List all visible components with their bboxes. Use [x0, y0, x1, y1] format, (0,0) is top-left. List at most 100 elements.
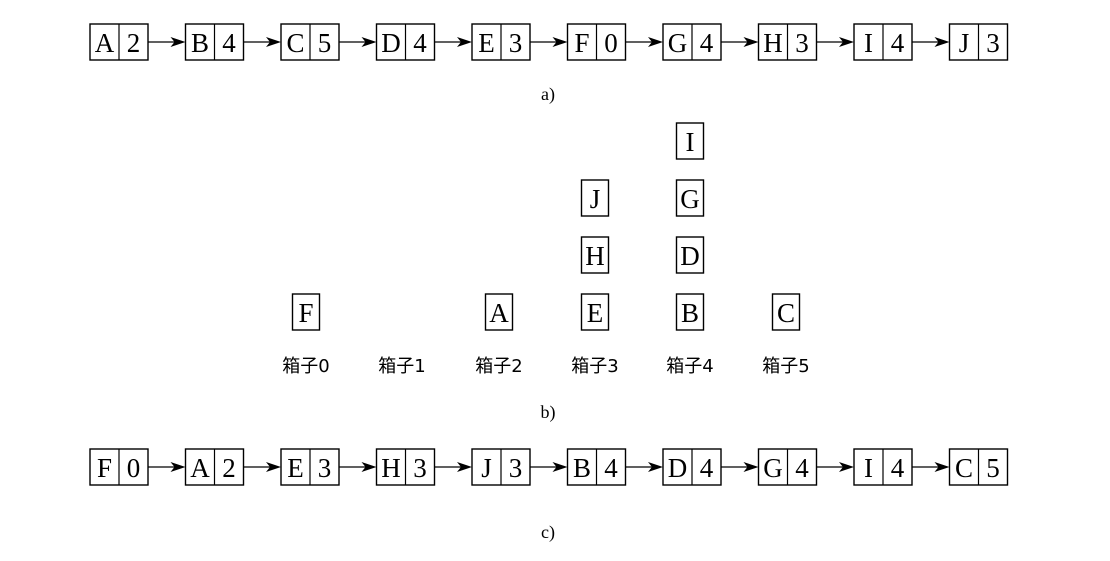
next-arrow [625, 37, 663, 47]
node-key: C [955, 453, 973, 483]
node-value: 3 [318, 453, 332, 483]
bin-item-key: C [777, 298, 795, 328]
node-value: 5 [986, 453, 1000, 483]
node-key: J [481, 453, 492, 483]
next-arrow [912, 37, 950, 47]
node-key: H [381, 453, 401, 483]
node-key: C [286, 28, 304, 58]
bin-item-key: J [590, 184, 601, 214]
bin-label: 箱子0 [282, 356, 329, 377]
next-arrow [912, 462, 950, 472]
node-key: D [668, 453, 688, 483]
bin: EHJ 箱子3 [571, 179, 619, 377]
next-arrow [434, 462, 472, 472]
next-arrow [243, 462, 281, 472]
node-value: 0 [604, 28, 618, 58]
bin-item-key: F [298, 298, 313, 328]
bin-item-key: H [585, 241, 605, 271]
node-key: I [864, 453, 873, 483]
node-value: 3 [413, 453, 427, 483]
next-arrow [625, 462, 663, 472]
node-value: 4 [604, 453, 618, 483]
next-arrow [434, 37, 472, 47]
next-arrow [339, 37, 377, 47]
node-value: 0 [127, 453, 141, 483]
node-key: H [763, 28, 783, 58]
node-value: 4 [222, 28, 236, 58]
node-key: J [959, 28, 970, 58]
bin-item-key: G [680, 184, 700, 214]
next-arrow [339, 462, 377, 472]
node-key: G [668, 28, 688, 58]
bin-item-box [675, 236, 705, 274]
node-key: G [763, 453, 783, 483]
node-value: 3 [795, 28, 809, 58]
next-arrow [530, 462, 568, 472]
bin-label: 箱子2 [475, 356, 522, 377]
bin-item-box [580, 236, 610, 274]
bin-item-key: D [680, 241, 700, 271]
bin-item-box [675, 179, 705, 217]
bin-item-box [675, 293, 705, 331]
node-key: F [574, 28, 589, 58]
node-value: 4 [891, 453, 905, 483]
bin-item-box [771, 293, 801, 331]
node-key: D [381, 28, 401, 58]
bin-item-box [580, 293, 610, 331]
bin: F 箱子0 [282, 293, 330, 377]
next-arrow [816, 37, 854, 47]
node-value: 4 [795, 453, 809, 483]
node-value: 5 [318, 28, 332, 58]
node-key: E [478, 28, 495, 58]
bin: C 箱子5 [762, 293, 810, 377]
node-value: 4 [700, 453, 714, 483]
next-arrow [530, 37, 568, 47]
node-key: B [191, 28, 209, 58]
node-key: I [864, 28, 873, 58]
next-arrow [148, 462, 186, 472]
node-value: 4 [891, 28, 905, 58]
bin: A 箱子2 [475, 293, 523, 377]
bin-item-box [291, 293, 321, 331]
node-key: B [573, 453, 591, 483]
caption-a: a) [541, 84, 555, 105]
bin-item-box [484, 293, 514, 331]
node-value: 2 [127, 28, 141, 58]
node-key: F [97, 453, 112, 483]
node-key: A [190, 453, 210, 483]
bin: 箱子1 [378, 356, 425, 377]
next-arrow [243, 37, 281, 47]
node-value: 4 [700, 28, 714, 58]
next-arrow [816, 462, 854, 472]
node-value: 3 [509, 453, 523, 483]
node-value: 4 [413, 28, 427, 58]
caption-b: b) [541, 402, 556, 423]
next-arrow [721, 37, 759, 47]
bin-label: 箱子1 [378, 356, 425, 377]
bin-item-key: I [686, 127, 695, 157]
